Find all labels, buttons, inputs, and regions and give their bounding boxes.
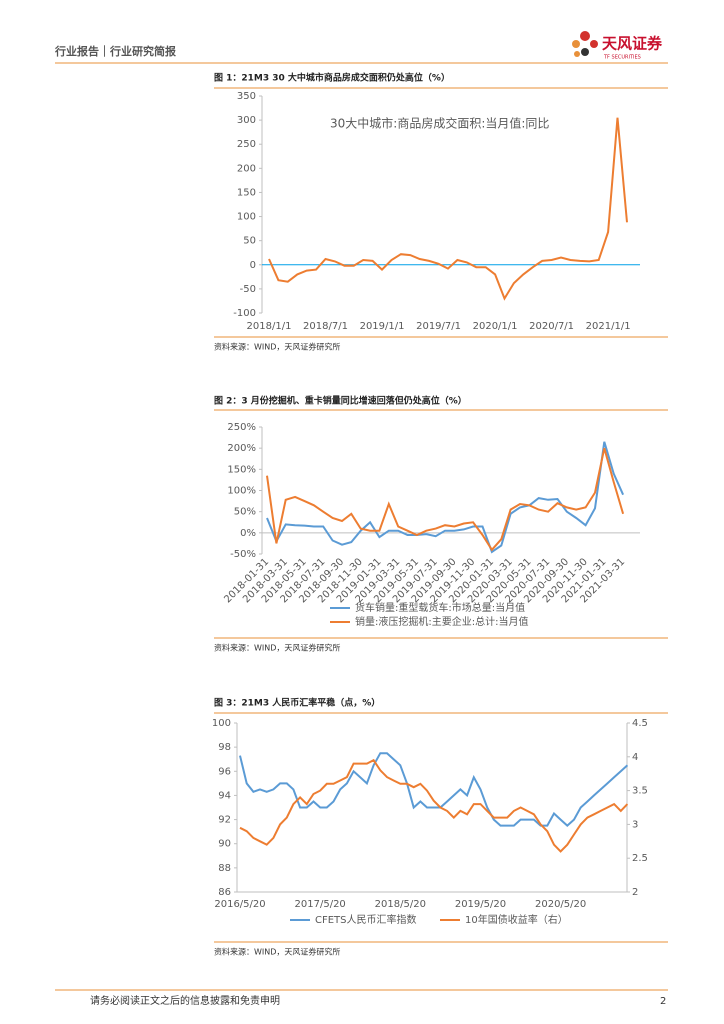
y-tick-label: 100% (227, 486, 256, 497)
y-tick-label: 200 (237, 163, 256, 174)
logo-text: 天风证券 (602, 35, 663, 53)
y-tick-label: 98 (218, 742, 231, 753)
y-tick-label: 150 (237, 187, 256, 198)
x-tick-label: 2019/1/1 (360, 321, 405, 332)
figure-source: 资料来源：WIND，天风证券研究所 (214, 947, 340, 957)
figure-caption: 图 2：3 月份挖掘机、重卡销量同比增速回落但仍处高位（%） (214, 395, 467, 407)
y-tick-label: -50 (240, 284, 256, 295)
logo-sub: TF SECURITIES (603, 55, 641, 61)
figure-caption: 图 3：21M3 人民币汇率平稳（点，%） (214, 697, 380, 709)
logo (572, 31, 598, 57)
y-tick-label: 90 (218, 839, 231, 850)
x-tick-label: 2019/5/20 (455, 899, 506, 910)
x-tick-label: 2019/7/1 (416, 321, 461, 332)
figure-caption: 图 1：21M3 30 大中城市商品房成交面积仍处高位（%） (214, 72, 450, 84)
legend-label: 销量:液压挖掘机:主要企业:总计:当月值 (355, 615, 528, 628)
x-tick-label: 2020/1/1 (473, 321, 518, 332)
page-number: 2 (660, 996, 666, 1007)
y-tick-label: 0% (240, 528, 256, 539)
y2-tick-label: 2 (632, 887, 638, 898)
y-tick-label: 94 (218, 790, 231, 801)
series-line (239, 752, 629, 827)
y-tick-label: 350 (237, 91, 256, 102)
y-tick-label: -100 (233, 308, 256, 319)
legend-label: 30大中城市:商品房成交面积:当月值:同比 (330, 116, 549, 131)
legend-label: CFETS人民币汇率指数 (315, 913, 417, 926)
y-tick-label: 300 (237, 115, 256, 126)
y-tick-label: 100 (237, 212, 256, 223)
series-line (266, 441, 625, 554)
legend-label: 货车销量:重型载货车:市场总量:当月值 (355, 601, 525, 614)
x-tick-label: 2016/5/20 (214, 899, 265, 910)
y-tick-label: 0 (250, 260, 256, 271)
x-tick-label: 2018/1/1 (247, 321, 292, 332)
y-tick-label: 200% (227, 443, 256, 454)
footer-disclaimer: 请务必阅读正文之后的信息披露和免责申明 (90, 994, 280, 1007)
series-line (266, 447, 625, 552)
series-line (268, 117, 628, 301)
y-tick-label: 150% (227, 464, 256, 475)
x-tick-label: 2018/5/20 (375, 899, 426, 910)
y2-tick-label: 2.5 (632, 853, 648, 864)
x-tick-label: 2021/1/1 (586, 321, 631, 332)
figure-source: 资料来源：WIND，天风证券研究所 (214, 342, 340, 352)
figure-source: 资料来源：WIND，天风证券研究所 (214, 643, 340, 653)
y2-tick-label: 4 (632, 752, 638, 763)
x-tick-label: 2020/7/1 (529, 321, 574, 332)
x-tick-label: 2018/7/1 (303, 321, 348, 332)
x-tick-label: 2020/5/20 (535, 899, 586, 910)
y-tick-label: 250% (227, 422, 256, 433)
x-tick-label: 2017/5/20 (295, 899, 346, 910)
y2-tick-label: 4.5 (632, 718, 648, 729)
y2-tick-label: 3.5 (632, 786, 648, 797)
y-tick-label: 50 (243, 236, 256, 247)
legend-label: 10年国债收益率（右） (465, 913, 568, 926)
y-tick-label: 88 (218, 863, 231, 874)
y-tick-label: 50% (234, 507, 256, 518)
y-tick-label: 100 (212, 718, 231, 729)
y2-tick-label: 3 (632, 819, 638, 830)
y-tick-label: 92 (218, 815, 231, 826)
y-tick-label: 250 (237, 139, 256, 150)
y-tick-label: 86 (218, 887, 231, 898)
y-tick-label: -50% (230, 549, 256, 560)
y-tick-label: 96 (218, 766, 231, 777)
series-line (239, 758, 629, 853)
header-title: 行业报告｜行业研究简报 (54, 44, 177, 58)
